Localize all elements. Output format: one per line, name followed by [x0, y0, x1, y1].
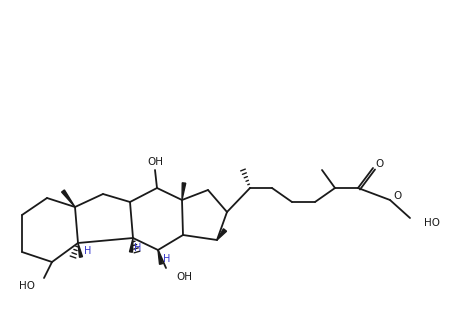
Text: H: H	[134, 243, 142, 253]
Text: OH: OH	[176, 272, 192, 282]
Polygon shape	[182, 183, 186, 200]
Polygon shape	[217, 229, 227, 240]
Text: H: H	[84, 246, 92, 256]
Text: H: H	[163, 254, 171, 264]
Polygon shape	[61, 190, 75, 207]
Text: O: O	[375, 159, 383, 169]
Text: O: O	[393, 191, 401, 201]
Polygon shape	[78, 243, 82, 257]
Text: HO: HO	[19, 281, 35, 291]
Text: OH: OH	[147, 157, 163, 167]
Text: HO: HO	[424, 218, 440, 228]
Polygon shape	[158, 250, 162, 264]
Polygon shape	[130, 238, 133, 252]
